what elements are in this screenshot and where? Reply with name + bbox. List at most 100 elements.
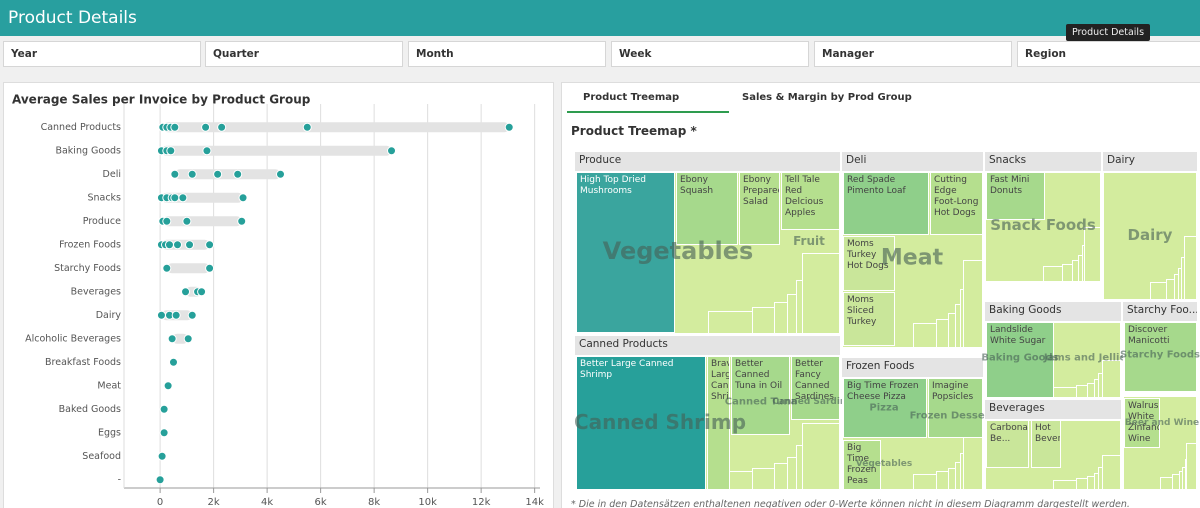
treemap-category-label: Frozen Desserts bbox=[909, 410, 1001, 422]
filter-box[interactable]: Week bbox=[611, 41, 809, 67]
y-tick-label: Starchy Foods bbox=[54, 263, 121, 274]
treemap-leaf bbox=[962, 434, 983, 490]
treemap-category-label: Canned Sardines bbox=[772, 397, 858, 407]
x-tick-label: 14k bbox=[525, 497, 544, 508]
x-tick-label: 6k bbox=[315, 497, 327, 508]
treemap-tile: Red Spade Pimento Loaf bbox=[843, 172, 929, 235]
dot bbox=[197, 287, 207, 297]
y-tick-label: Canned Products bbox=[41, 122, 121, 133]
dot bbox=[155, 475, 165, 485]
dot bbox=[159, 404, 169, 414]
tab-underline bbox=[567, 111, 729, 113]
treemap-tile: Discover Manicotti bbox=[1124, 322, 1197, 392]
x-tick-label: 10k bbox=[418, 497, 437, 508]
dot bbox=[173, 240, 183, 250]
treemap-group-header: Canned Products bbox=[575, 336, 840, 355]
dot bbox=[178, 193, 188, 203]
dot bbox=[213, 169, 223, 179]
treemap-leaf bbox=[962, 260, 983, 348]
treemap-leaf bbox=[802, 423, 840, 490]
dot bbox=[171, 310, 181, 320]
filter-box[interactable]: Manager bbox=[814, 41, 1012, 67]
y-tick-label: Beverages bbox=[71, 286, 121, 297]
dot bbox=[185, 240, 195, 250]
tab[interactable]: Sales & Margin by Prod Group bbox=[742, 92, 912, 103]
x-tick-label: 8k bbox=[368, 497, 380, 508]
x-tick-label: 2k bbox=[208, 497, 220, 508]
dot bbox=[205, 263, 215, 273]
treemap-tile: Fast Mini Donuts bbox=[986, 172, 1045, 220]
treemap-category-label: Vegetables bbox=[602, 237, 754, 265]
dot bbox=[187, 169, 197, 179]
y-tick-label: - bbox=[118, 474, 121, 485]
treemap-leaf bbox=[802, 253, 840, 334]
dot bbox=[202, 146, 212, 156]
treemap-category-label: Meat bbox=[880, 245, 944, 271]
tooltip: Product Details bbox=[1066, 24, 1151, 41]
dot-chart: Average Sales per Invoice by Product Gro… bbox=[12, 93, 544, 508]
treemap-category-label: Canned Shrimp bbox=[573, 410, 747, 434]
dot bbox=[276, 169, 286, 179]
treemap-tile: Ebony Squash bbox=[676, 172, 738, 245]
treemap-tile: Cutting Edge Foot-Long Hot Dogs bbox=[930, 172, 983, 235]
treemap-tile: Big Time Frozen Cheese Pizza bbox=[843, 378, 927, 438]
dot bbox=[163, 381, 173, 391]
filter-box[interactable]: Quarter bbox=[205, 41, 403, 67]
treemap-leaf bbox=[1186, 443, 1197, 490]
treemap-tile: Better Fancy Canned Sardines bbox=[791, 356, 840, 420]
treemap-tile: Imagine Popsicles bbox=[928, 378, 983, 438]
dot bbox=[156, 310, 166, 320]
treemap-group-header: Starchy Foo... bbox=[1123, 302, 1197, 321]
dot bbox=[205, 240, 215, 250]
y-tick-label: Baking Goods bbox=[55, 145, 121, 156]
treemap-title: Product Treemap * bbox=[571, 124, 697, 138]
dot bbox=[217, 122, 227, 132]
dot bbox=[157, 451, 167, 461]
treemap-group-header: Baking Goods bbox=[985, 302, 1121, 321]
y-tick-label: Seafood bbox=[82, 451, 121, 462]
filter-box[interactable]: Month bbox=[408, 41, 606, 67]
y-tick-label: Meat bbox=[97, 380, 121, 391]
treemap-tile: Hot Bevera... bbox=[1031, 420, 1061, 468]
x-tick-label: 0 bbox=[157, 497, 163, 508]
tab[interactable]: Product Treemap bbox=[583, 92, 680, 103]
dot bbox=[504, 122, 514, 132]
dot bbox=[183, 334, 193, 344]
y-tick-label: Alcoholic Beverages bbox=[25, 333, 121, 344]
treemap-leaf bbox=[1101, 455, 1121, 490]
treemap-tile: Bravo Large Canned Shrimp bbox=[707, 356, 730, 490]
dot bbox=[167, 334, 177, 344]
dot bbox=[181, 287, 191, 297]
app-header: Product Details bbox=[0, 0, 1200, 36]
footnote: * Die in den Datensätzen enthaltenen neg… bbox=[571, 499, 1130, 508]
treemap-category-label: Vegetables bbox=[855, 459, 913, 469]
dot bbox=[159, 428, 169, 438]
dot bbox=[302, 122, 312, 132]
dot bbox=[387, 146, 397, 156]
treemap-leaf bbox=[1101, 360, 1121, 398]
y-tick-label: Frozen Foods bbox=[59, 239, 121, 250]
treemap-group-header: Frozen Foods bbox=[842, 358, 983, 377]
treemap-category-label: Snack Foods bbox=[990, 216, 1096, 234]
filter-box[interactable]: Region bbox=[1017, 41, 1200, 67]
filter-box[interactable]: Year bbox=[3, 41, 201, 67]
y-tick-label: Eggs bbox=[98, 427, 121, 438]
treemap-category-label: Starchy Foods bbox=[1120, 349, 1200, 361]
y-tick-label: Baked Goods bbox=[59, 404, 121, 415]
dot bbox=[182, 216, 192, 226]
dot bbox=[166, 146, 176, 156]
dot bbox=[170, 122, 180, 132]
dot bbox=[162, 263, 172, 273]
range-bar bbox=[172, 333, 189, 344]
treemap-group-header: Deli bbox=[842, 152, 983, 171]
treemap-group-header: Dairy bbox=[1103, 152, 1197, 171]
treemap-leaf bbox=[1084, 227, 1101, 282]
range-bar bbox=[162, 122, 510, 133]
treemap-category-label: Dairy bbox=[1127, 226, 1173, 244]
dot bbox=[238, 193, 248, 203]
treemap-tile: Carbonated Be... bbox=[986, 420, 1029, 468]
y-tick-label: Dairy bbox=[96, 310, 122, 321]
x-tick-label: 4k bbox=[261, 497, 273, 508]
dot bbox=[233, 169, 243, 179]
